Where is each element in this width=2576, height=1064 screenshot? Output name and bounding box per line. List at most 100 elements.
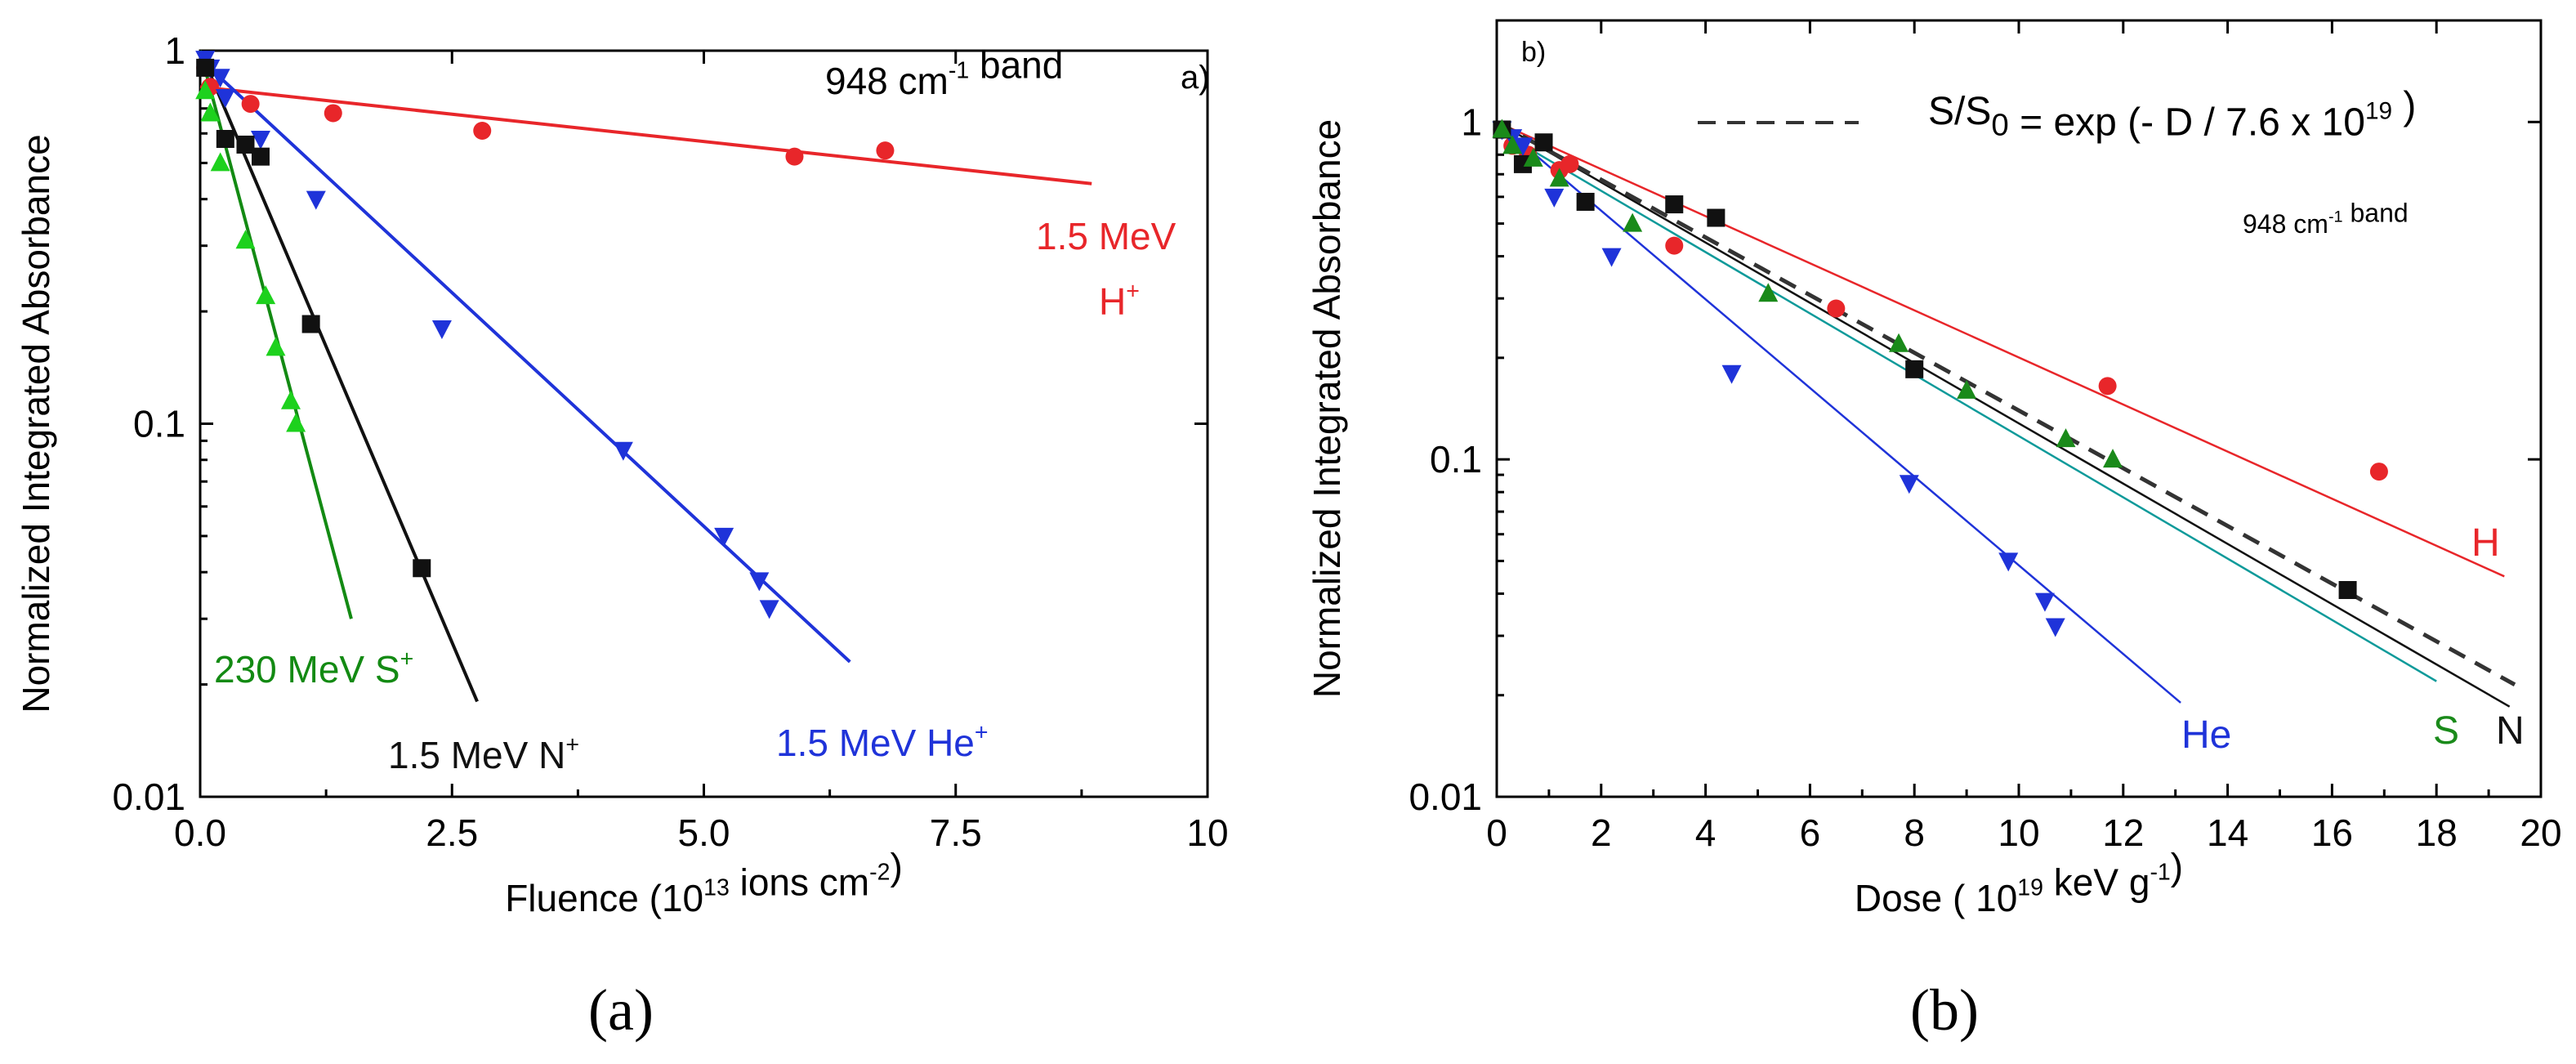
- data-point-He+: [210, 69, 230, 88]
- data-point-S: [1889, 333, 1909, 352]
- data-point-H: [2098, 377, 2117, 396]
- x-tick-label: 0.0: [174, 811, 226, 854]
- panel-caption-a: (a): [588, 977, 654, 1043]
- data-point-S: [1957, 379, 1977, 399]
- data-point-He+: [306, 190, 326, 210]
- x-tick-label: 7.5: [930, 811, 982, 854]
- series-label-H: H: [2471, 521, 2500, 565]
- x-tick-label: 12: [2102, 811, 2144, 854]
- data-point-S+: [286, 413, 306, 432]
- data-point-S+: [210, 152, 230, 172]
- data-point-N+: [413, 559, 431, 578]
- y-tick-label: 0.1: [133, 403, 185, 445]
- fit-line-H: [1496, 121, 2505, 578]
- chart-panel-b: 0 2 4 6 8 10 12 14 16 18 20 0.01 0.1 1 Dose ( 1019 keV…: [1306, 19, 2562, 1043]
- data-point-S: [1549, 168, 1569, 187]
- data-point-S: [1758, 283, 1779, 302]
- data-point-S: [1492, 118, 1512, 138]
- data-point-N+: [196, 58, 215, 77]
- y-tick-label: 1: [164, 29, 185, 72]
- fit-line-model: [1495, 120, 2516, 686]
- data-point-S+: [195, 80, 216, 100]
- data-point-H+: [324, 104, 342, 123]
- data-point-H+: [876, 141, 895, 160]
- data-point-S+: [256, 285, 276, 305]
- data-point-He: [1601, 248, 1622, 267]
- x-tick-label: 10: [1998, 811, 2039, 854]
- y-axis-title: Normalized Integrated Absorbance: [15, 134, 57, 713]
- data-point-N: [1905, 360, 1924, 378]
- fit-line-S: [1496, 128, 2437, 682]
- data-point-N: [1576, 192, 1595, 211]
- x-tick-label: 14: [2207, 811, 2248, 854]
- x-tick-label: 4: [1695, 811, 1717, 854]
- band-label: 948 cm-1 band: [825, 44, 1063, 102]
- x-tick-label: 16: [2311, 811, 2353, 854]
- data-point-He+: [714, 527, 734, 547]
- data-point-H+: [785, 147, 804, 166]
- fit-line-N+: [199, 50, 479, 703]
- x-tick-label: 8: [1904, 811, 1925, 854]
- series-label-H-ion: H+: [1099, 279, 1140, 323]
- data-point-S: [1523, 147, 1543, 167]
- data-point-N: [1665, 195, 1684, 214]
- data-point-He+: [613, 441, 633, 461]
- series-label-He: He: [2181, 713, 2231, 757]
- data-point-He: [1512, 137, 1533, 157]
- y-axis-title: Normalized Integrated Absorbance: [1306, 119, 1348, 698]
- x-tick-label: 2: [1591, 811, 1612, 854]
- series-label-S: S: [2433, 709, 2459, 753]
- fit-line-N: [1496, 121, 2511, 708]
- y-tick-label: 0.1: [1430, 438, 1482, 481]
- series-label-N: 1.5 MeV N+: [388, 732, 579, 776]
- data-point-H+: [241, 95, 260, 114]
- data-point-H: [1827, 299, 1846, 318]
- model-equation: S/S0 = exp (- D / 7.6 x 1019 ): [1928, 84, 2416, 144]
- data-point-He+: [759, 600, 779, 619]
- y-tick-label: 0.01: [112, 776, 185, 818]
- panel-caption-b: (b): [1910, 977, 1979, 1043]
- data-point-He: [1721, 364, 1742, 384]
- x-tick-label: 2.5: [426, 811, 478, 854]
- data-point-S+: [235, 230, 256, 249]
- data-point-He+: [215, 89, 235, 109]
- data-point-H: [1665, 236, 1684, 255]
- data-point-He: [1998, 552, 2019, 572]
- data-point-He+: [749, 572, 770, 592]
- data-point-S+: [200, 102, 221, 122]
- panel-tag: a): [1181, 60, 1210, 96]
- data-point-N+: [251, 147, 270, 166]
- x-tick-label: 10: [1186, 811, 1228, 854]
- band-label: 948 cm-1 band: [2243, 199, 2409, 239]
- data-point-H: [1560, 154, 1579, 173]
- x-tick-label: 5.0: [678, 811, 730, 854]
- data-point-S: [1502, 135, 1523, 154]
- data-point-N: [1534, 133, 1553, 152]
- data-point-He: [1899, 475, 1919, 494]
- y-tick-label: 1: [1461, 101, 1482, 143]
- data-point-He: [1544, 188, 1565, 208]
- data-point-S: [2103, 449, 2123, 468]
- panel-tag: b): [1521, 37, 1546, 68]
- y-tick-label: 0.01: [1409, 776, 1482, 818]
- data-point-He: [2034, 592, 2055, 612]
- x-axis-title: Fluence (1013 ions cm-2): [505, 845, 903, 919]
- data-point-S: [1623, 212, 1643, 232]
- series-label-S: 230 MeV S+: [214, 646, 413, 691]
- data-point-H: [2369, 463, 2388, 481]
- fit-line-H+: [199, 85, 1092, 186]
- data-point-N+: [301, 315, 320, 333]
- x-tick-label: 0: [1486, 811, 1507, 854]
- series-label-N: N: [2496, 709, 2525, 753]
- chart-panel-a: 0.0 2.5 5.0 7.5 10 0.01 0.1 1 Fluence (1013 ions…: [15, 29, 1229, 1043]
- series-label-He: 1.5 MeV He+: [776, 720, 989, 764]
- data-point-He+: [431, 320, 452, 339]
- data-point-N: [1707, 208, 1726, 227]
- data-point-N+: [216, 129, 234, 148]
- data-point-H+: [473, 121, 492, 140]
- x-tick-label: 6: [1800, 811, 1821, 854]
- data-point-N: [2338, 581, 2357, 600]
- series-label-H: 1.5 MeV: [1036, 215, 1176, 257]
- data-point-He+: [250, 130, 270, 150]
